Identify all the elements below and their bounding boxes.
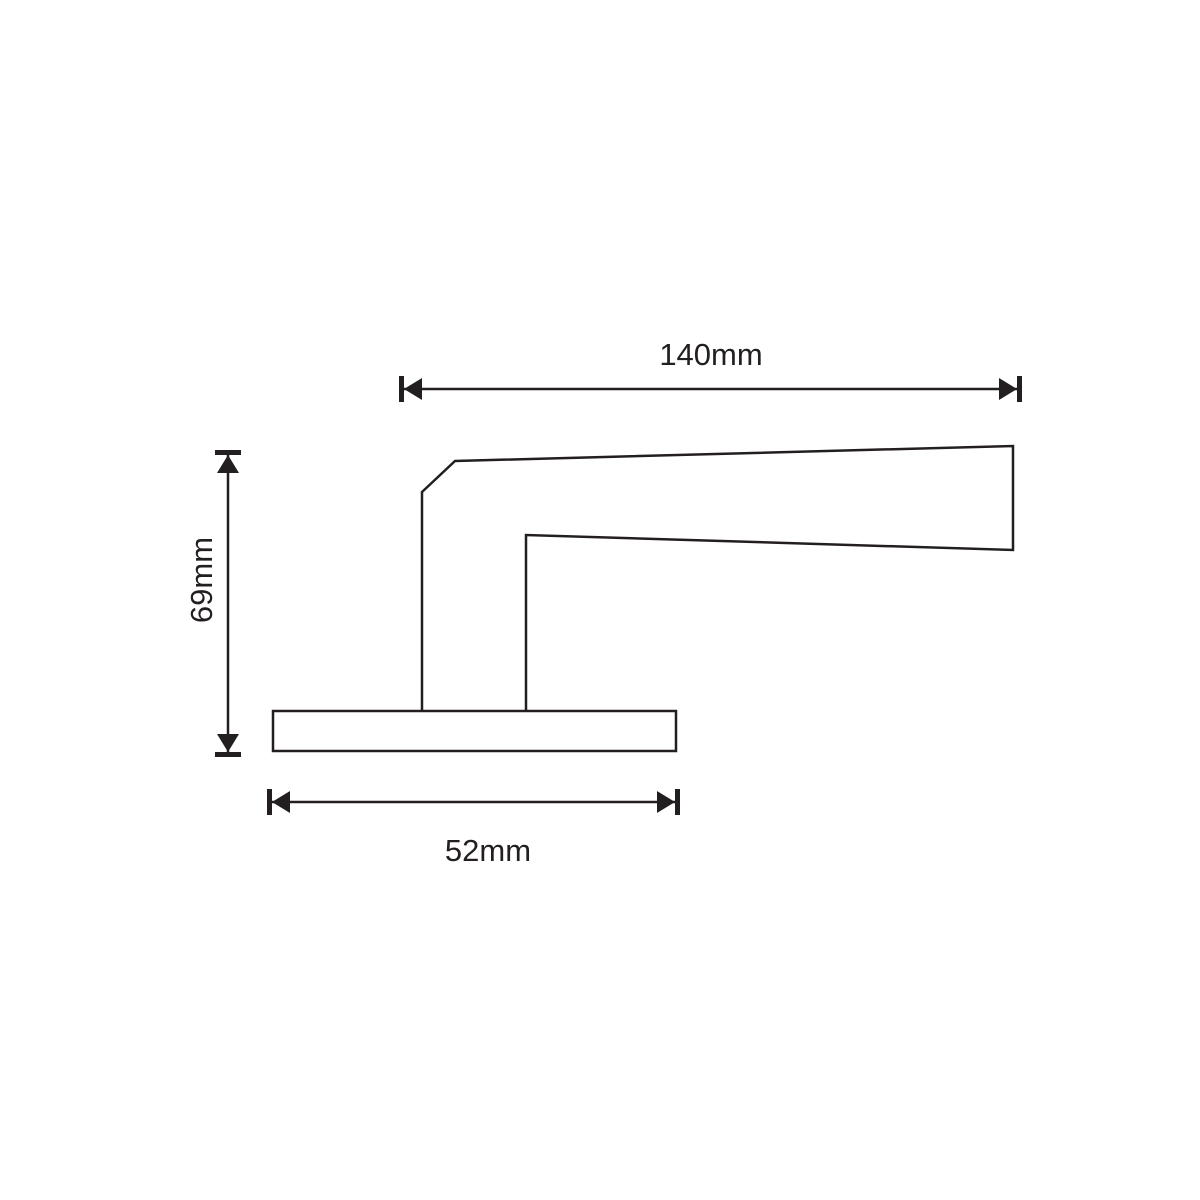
length-dimension: 140mm (399, 337, 1022, 402)
height-label: 69mm (184, 537, 219, 623)
height-dimension: 69mm (184, 450, 241, 757)
rosette-width-label: 52mm (445, 833, 531, 868)
lever-outline (420, 444, 1015, 711)
rosette-outline (271, 709, 678, 753)
rosette-width-dimension: 52mm (267, 789, 680, 868)
length-label: 140mm (659, 337, 762, 372)
